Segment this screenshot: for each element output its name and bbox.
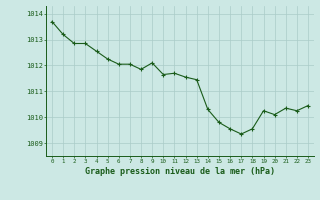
X-axis label: Graphe pression niveau de la mer (hPa): Graphe pression niveau de la mer (hPa)	[85, 167, 275, 176]
